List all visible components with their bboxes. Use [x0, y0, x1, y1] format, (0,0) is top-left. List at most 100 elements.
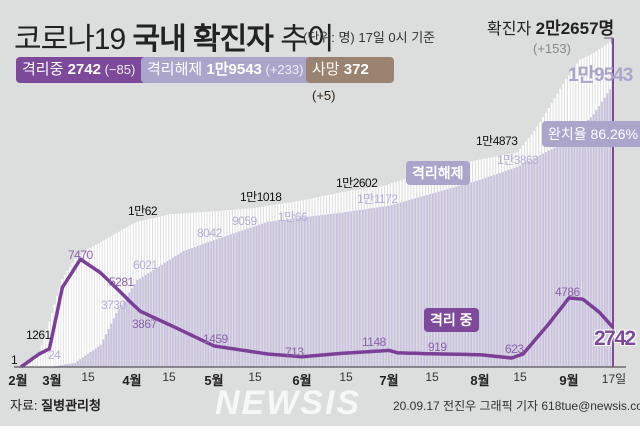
- released-bar: [158, 266, 161, 367]
- released-bar: [264, 222, 266, 367]
- released-bar: [136, 280, 139, 367]
- confirmed-bar: [112, 234, 115, 367]
- released-bar: [547, 150, 550, 367]
- released-bar: [238, 231, 241, 367]
- newsis-watermark: NEWSIS: [215, 384, 362, 422]
- confirmed-bar: [74, 258, 76, 367]
- x-tick-label: 7월: [379, 373, 399, 388]
- released-bar: [213, 240, 215, 367]
- released-bar: [315, 215, 318, 367]
- released-series-tag: 격리해제: [406, 161, 470, 185]
- released-bar: [437, 191, 440, 367]
- released-bar: [133, 284, 136, 367]
- released-bar: [504, 170, 507, 367]
- released-tag: 격리해제 1만9543 (+233): [141, 57, 312, 83]
- released-bar: [536, 156, 539, 367]
- released-bar: [490, 175, 493, 367]
- released-bar: [269, 221, 272, 367]
- released-bar: [110, 323, 113, 367]
- released-bar: [519, 165, 521, 367]
- released-bar: [373, 207, 376, 367]
- confirmed-bar: [120, 230, 123, 367]
- released-bar: [393, 204, 396, 367]
- released-bar: [443, 190, 446, 367]
- released-bar: [332, 213, 335, 367]
- released-bar: [606, 93, 609, 368]
- released-bar: [94, 348, 97, 367]
- released-bar: [182, 250, 185, 367]
- page-title: 코로나19 국내 확진자 추이: [14, 14, 334, 58]
- released-label: 9059: [232, 214, 257, 228]
- released-bar: [204, 243, 207, 367]
- released-label: 3730: [101, 298, 126, 312]
- released-bar: [533, 158, 536, 367]
- released-bar: [92, 350, 95, 367]
- released-bar: [306, 216, 309, 367]
- x-tick-label: 15: [248, 370, 262, 384]
- released-bar: [388, 205, 390, 367]
- released-bar: [562, 143, 565, 367]
- released-bar: [128, 292, 131, 367]
- total-confirmed: 확진자 2만2657명: [487, 14, 614, 39]
- released-bar: [215, 239, 218, 367]
- released-bar: [327, 214, 329, 367]
- released-bar: [609, 89, 612, 367]
- released-bar: [172, 257, 174, 367]
- released-bar: [396, 203, 399, 367]
- confirmed-bar: [107, 237, 110, 367]
- recovery-rate-badge: 완치율 86.26%: [542, 121, 640, 147]
- released-bar: [565, 141, 567, 367]
- released-bar: [364, 209, 367, 367]
- x-tick-label: 15: [513, 370, 527, 384]
- released-bar: [174, 256, 177, 367]
- confirmed-bar: [105, 239, 107, 367]
- released-bar: [455, 186, 458, 367]
- released-bar: [139, 278, 141, 367]
- released-bar: [102, 339, 105, 367]
- confirmed-bar: [82, 252, 84, 367]
- tag-label: 격리해제: [147, 61, 207, 78]
- released-bar: [527, 161, 530, 367]
- released-bar: [115, 313, 118, 367]
- released-bar: [161, 264, 163, 367]
- released-bar: [467, 183, 470, 367]
- isolation-label: 5281: [109, 275, 134, 289]
- released-bar: [470, 182, 472, 367]
- confirmed-bar: [97, 243, 100, 367]
- confirmed-bar: [102, 240, 105, 367]
- released-bar: [193, 247, 196, 367]
- confirmed-bar: [32, 356, 35, 367]
- confirmed-bar: [69, 266, 71, 367]
- released-bar: [405, 200, 408, 367]
- released-bar: [244, 229, 246, 367]
- deaths-tag: 사망 372 (+5): [306, 57, 394, 103]
- released-bar: [63, 364, 66, 367]
- released-label: 1만3863: [497, 153, 539, 167]
- confirmed-bar: [38, 352, 40, 367]
- released-bar: [344, 212, 347, 367]
- released-label: 1만1172: [357, 192, 398, 206]
- confirmed-label: 1만1018: [240, 190, 282, 204]
- released-bar: [301, 217, 303, 367]
- x-tick-label: 15: [425, 370, 439, 384]
- source-value: 질병관리청: [41, 398, 101, 413]
- released-bar: [417, 197, 420, 367]
- confirmed-label: 1만62: [128, 204, 158, 218]
- released-bar: [361, 209, 364, 367]
- released-bar: [123, 300, 126, 367]
- released-bar: [370, 208, 373, 367]
- released-bar: [584, 122, 587, 367]
- confirmed-bar: [94, 245, 97, 367]
- confirmed-bar: [92, 246, 95, 367]
- isolation-tag: 격리중 2742 (−85): [16, 57, 150, 83]
- confirmed-label: 1만4873: [476, 134, 518, 148]
- released-bar: [542, 153, 544, 367]
- released-bar: [423, 195, 425, 367]
- released-bar: [530, 159, 533, 367]
- isolation-label: 1261: [26, 328, 51, 342]
- confirmed-bar: [118, 231, 120, 367]
- released-bar: [131, 288, 133, 367]
- released-bar: [522, 164, 524, 367]
- released-bar: [553, 147, 556, 367]
- released-bar: [289, 218, 292, 367]
